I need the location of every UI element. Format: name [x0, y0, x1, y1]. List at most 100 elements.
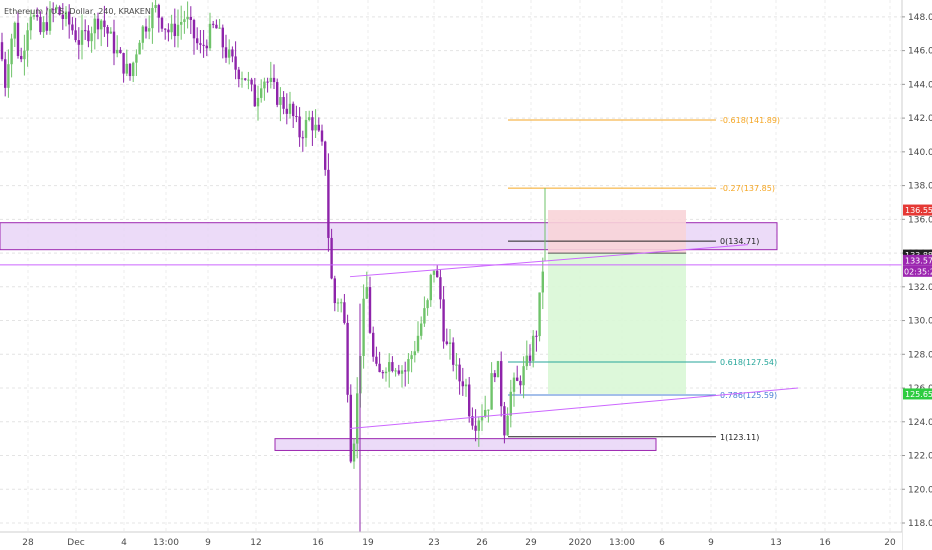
candle-body	[308, 117, 310, 120]
candle-body	[452, 342, 454, 364]
candle-body	[42, 22, 44, 32]
take-profit-area[interactable]	[548, 253, 686, 394]
candle-body	[7, 64, 9, 88]
candle-body	[410, 355, 412, 359]
candle-body	[161, 18, 163, 29]
stop-loss-area[interactable]	[548, 210, 686, 253]
candle-body	[266, 82, 268, 83]
candle-body	[183, 19, 185, 22]
time-tick-label: 12	[250, 538, 261, 548]
candle-body	[513, 378, 515, 392]
candle-body	[202, 45, 204, 46]
fib-level-label: 0(134.71)	[720, 237, 759, 246]
candle-body	[465, 385, 467, 387]
candle-body	[71, 24, 73, 30]
time-tick-label: 26	[476, 538, 488, 548]
candle-body	[154, 5, 156, 8]
fib-level-label: -0.27(137.85)	[720, 184, 775, 193]
candle-body	[538, 292, 540, 336]
support-zone[interactable]	[275, 439, 656, 451]
candle-body	[193, 20, 195, 38]
candle-body	[426, 300, 428, 308]
time-tick-label: 19	[362, 538, 374, 548]
candle-body	[542, 272, 544, 293]
candle-body	[273, 78, 275, 82]
candle-body	[423, 308, 425, 323]
candle-body	[116, 50, 118, 53]
candle-body	[218, 28, 220, 29]
candle-body	[417, 336, 419, 352]
time-tick-label: 9	[205, 538, 211, 548]
position-layer[interactable]	[548, 210, 686, 394]
candle-body	[334, 278, 336, 303]
candle-body	[206, 46, 208, 49]
candle-body	[375, 357, 377, 364]
candle-body	[180, 22, 182, 25]
candle-body	[164, 29, 166, 30]
price-tick-label: 124.00	[908, 418, 932, 428]
candle-body	[231, 49, 233, 56]
price-tick-label: 142.00	[908, 114, 932, 124]
candle-body	[407, 359, 409, 371]
candle-body	[478, 420, 480, 430]
candle-body	[385, 372, 387, 373]
candle-body	[4, 59, 6, 88]
candle-body	[100, 21, 102, 30]
candle-body	[311, 117, 313, 130]
time-tick-label: 13:00	[609, 538, 635, 548]
candle-body	[222, 28, 224, 48]
candle-body	[30, 17, 32, 31]
candle-body	[26, 30, 28, 50]
candle-body	[263, 82, 265, 89]
candle-body	[228, 49, 230, 57]
price-tick-label: 140.00	[908, 148, 932, 158]
price-tick-label: 136.00	[908, 215, 932, 225]
candle-body	[474, 426, 476, 431]
candle-body	[234, 56, 236, 69]
candle-body	[362, 299, 364, 356]
candle-body	[497, 361, 499, 377]
target-price-badge-label: 125.65	[905, 390, 932, 399]
candle-body	[151, 8, 153, 28]
candle-body	[314, 125, 316, 131]
candle-body	[174, 24, 176, 36]
candle-body	[318, 125, 320, 131]
candle-body	[346, 323, 348, 395]
candle-body	[247, 80, 249, 81]
candle-body	[298, 117, 300, 138]
candle-body	[369, 287, 371, 333]
price-tick-label: 144.00	[908, 80, 932, 90]
candle-body	[257, 98, 259, 106]
candle-body	[177, 25, 179, 36]
grid-layer	[0, 0, 902, 532]
lower-trendline[interactable]	[350, 388, 798, 428]
candle-body	[282, 97, 284, 109]
candle-body	[129, 64, 131, 76]
candle-body	[391, 362, 393, 371]
time-tick-label: 16	[819, 538, 831, 548]
time-tick-label: 28	[22, 538, 34, 548]
candle-body	[516, 378, 518, 381]
time-tick-label: 16	[312, 538, 324, 548]
trend-layer[interactable]	[0, 245, 902, 429]
candle-body	[254, 85, 256, 107]
candle-body	[46, 22, 48, 31]
candle-body	[295, 116, 297, 117]
candle-body	[302, 137, 304, 138]
current-price-badge-label: 133.57	[905, 256, 932, 265]
candle-body	[97, 19, 99, 30]
candle-body	[487, 410, 489, 411]
candle-body	[442, 299, 444, 341]
price-tick-label: 118.00	[908, 519, 932, 529]
candle-body	[436, 271, 438, 277]
candle-body	[39, 17, 41, 32]
candle-body	[414, 351, 416, 355]
candle-body	[225, 47, 227, 57]
candle-body	[468, 385, 470, 417]
candle-body	[401, 370, 403, 373]
candle-body	[17, 23, 19, 56]
candle-body	[292, 104, 294, 116]
candle-body	[458, 365, 460, 382]
